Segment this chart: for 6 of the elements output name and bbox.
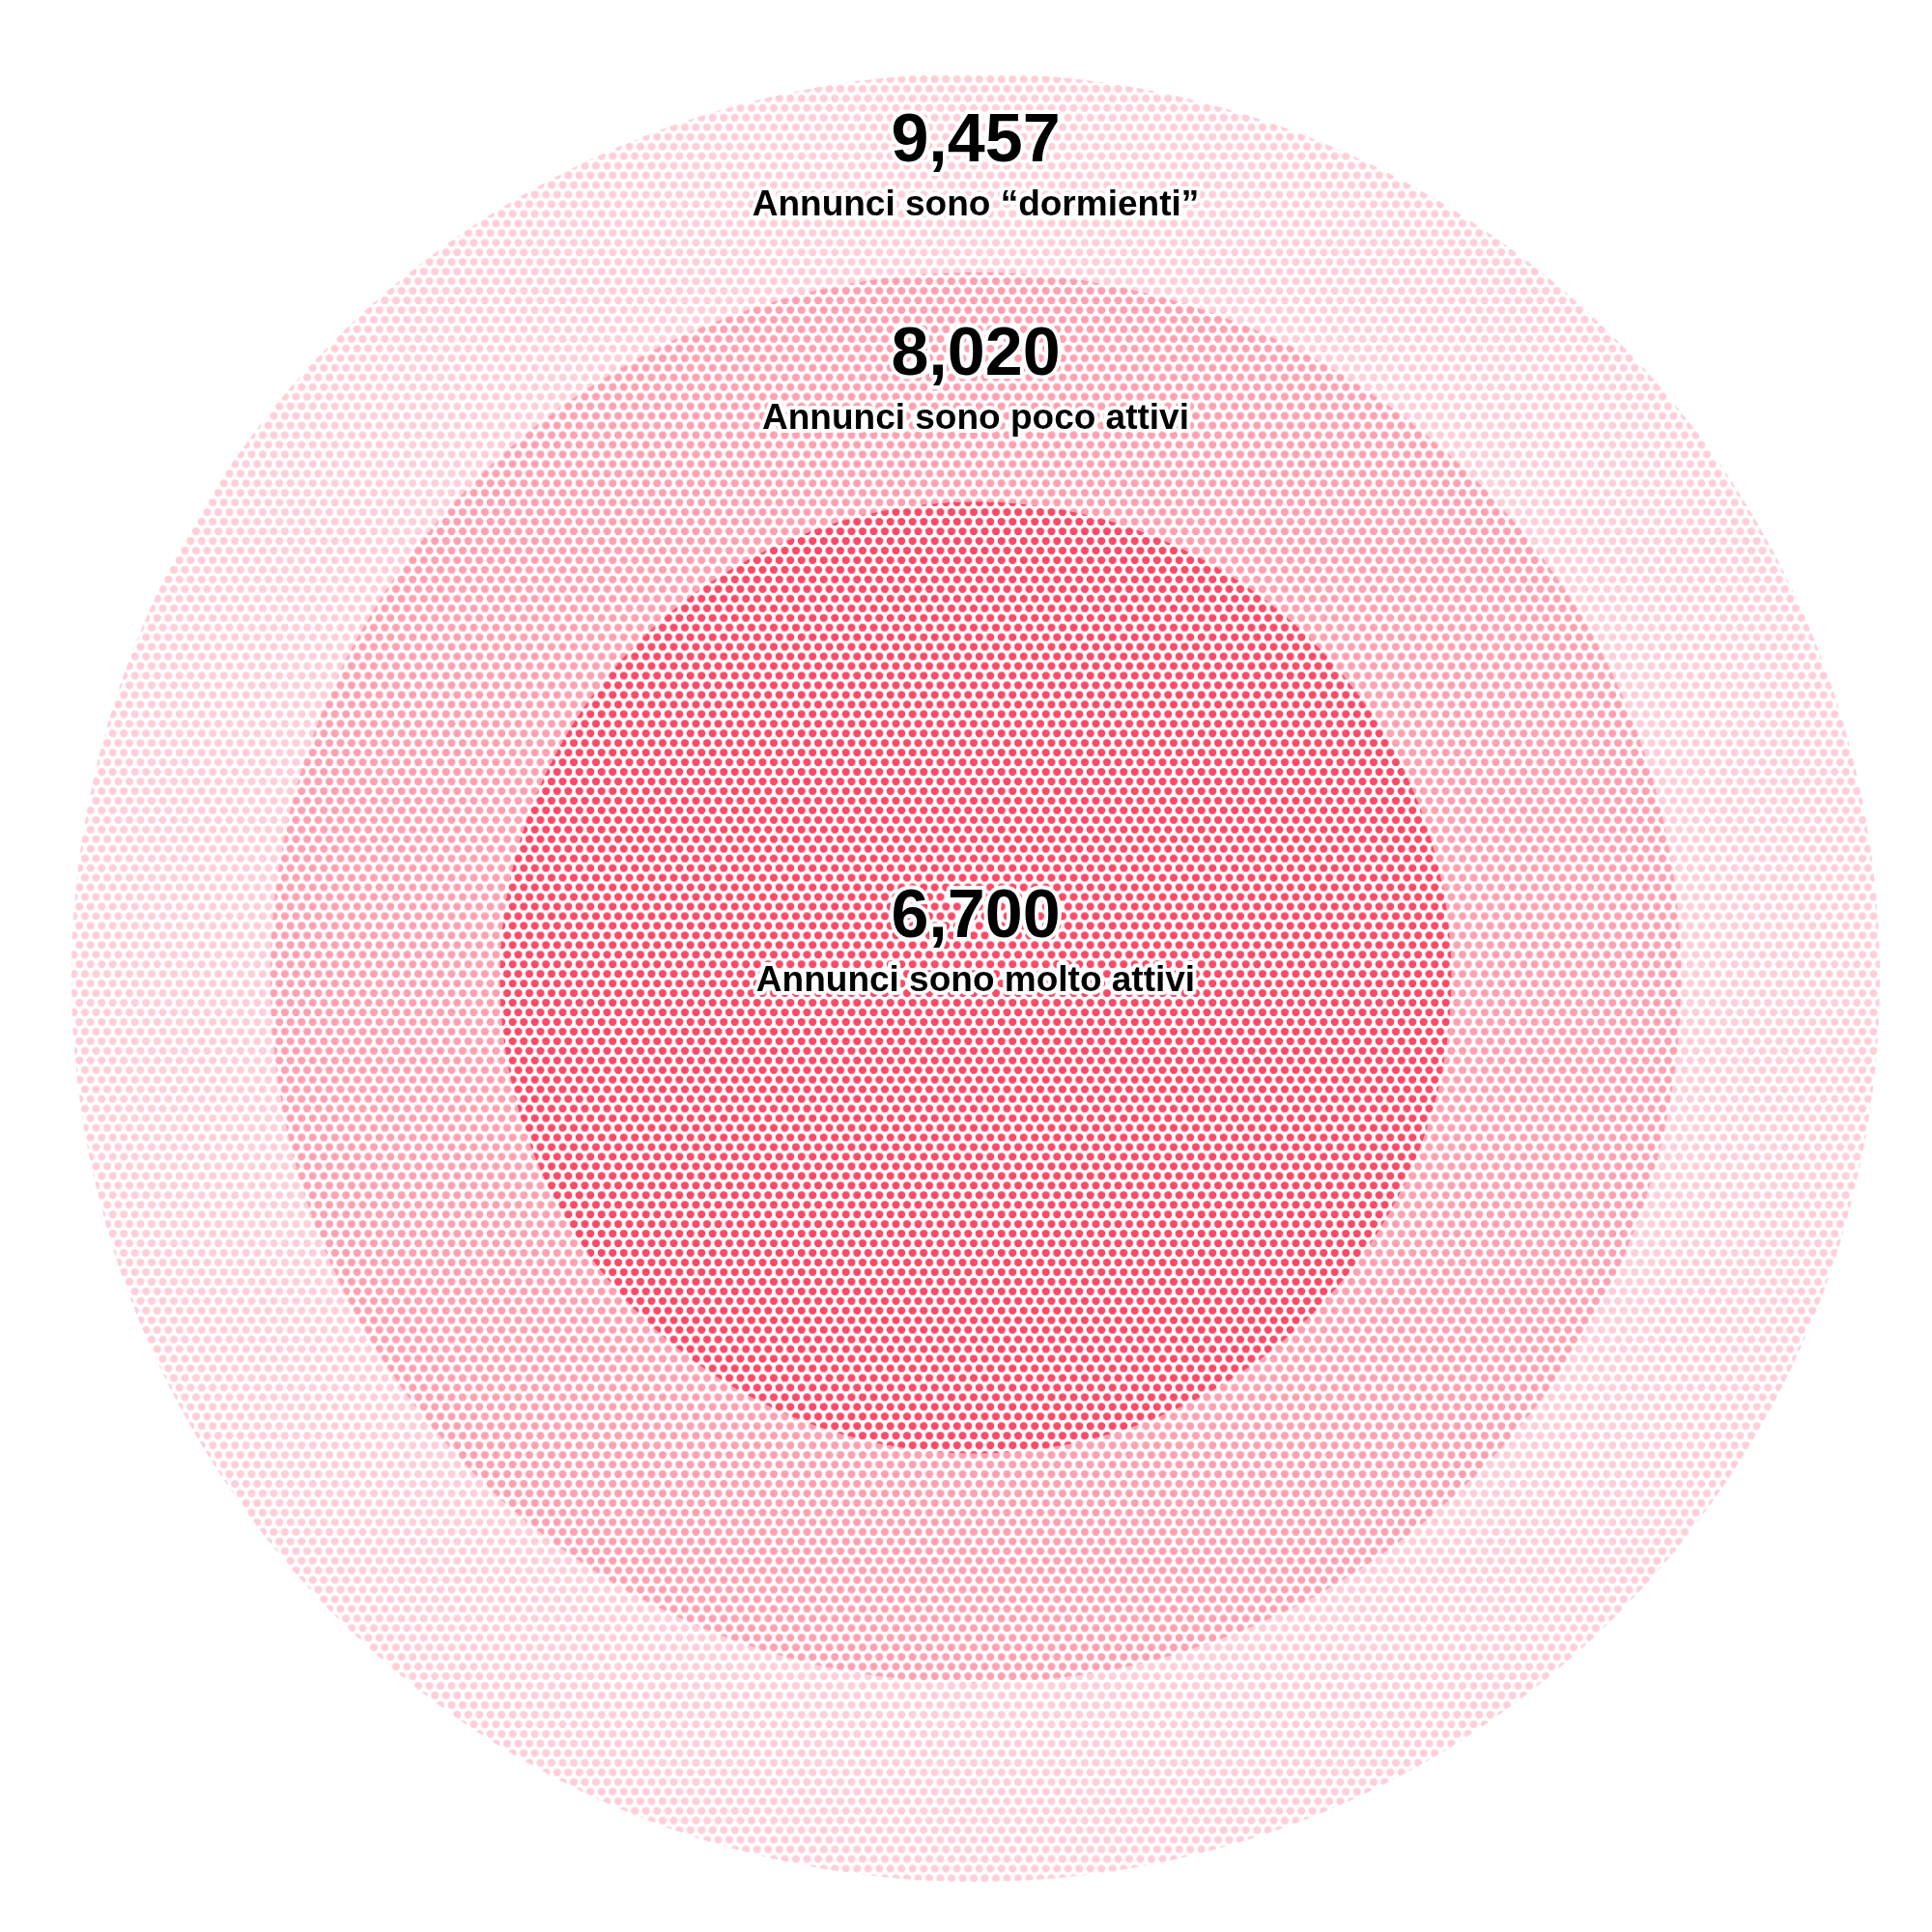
data-label: 6,700 bbox=[891, 876, 1061, 952]
category-label: Annunci sono molto attivi bbox=[755, 959, 1196, 999]
data-label: 8,020 bbox=[891, 314, 1061, 390]
data-label: 9,457 bbox=[891, 99, 1061, 176]
category-label: Annunci sono poco attivi bbox=[762, 397, 1189, 438]
category-label: Annunci sono “dormienti” bbox=[752, 183, 1200, 223]
